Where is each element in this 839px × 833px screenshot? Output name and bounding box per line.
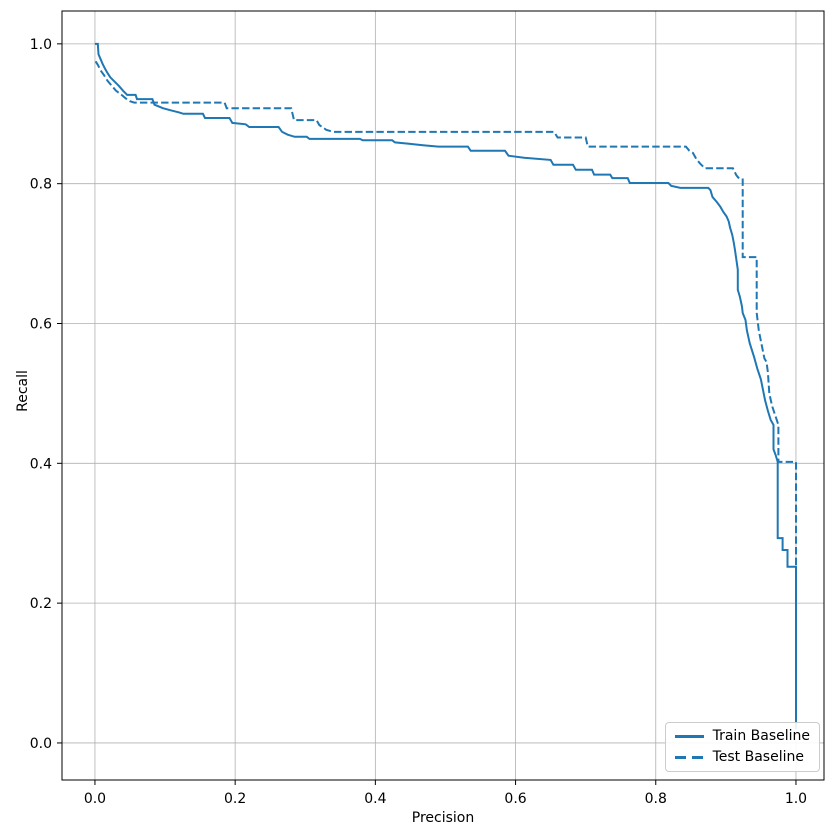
legend-label-train: Train Baseline (712, 728, 810, 744)
legend-entry-train: Train Baseline (674, 728, 810, 744)
legend: Train Baseline Test Baseline (664, 722, 820, 772)
x-tick-label: 0.6 (504, 791, 526, 807)
y-tick-label: 0.0 (30, 736, 52, 752)
x-tick-label: 0.4 (364, 791, 386, 807)
plot-frame (61, 10, 825, 781)
y-tick-label: 0.6 (30, 316, 52, 332)
y-tick-label: 0.8 (30, 177, 52, 193)
legend-label-test: Test Baseline (712, 749, 804, 765)
train-baseline-curve (94, 42, 797, 727)
train-line-sample (674, 734, 704, 738)
y-tick-label: 1.0 (30, 37, 52, 53)
x-tick-label: 0.8 (645, 791, 667, 807)
y-tick-label: 0.4 (30, 456, 52, 472)
x-tick-label: 0.0 (84, 791, 106, 807)
x-tick-label: 1.0 (785, 791, 807, 807)
test-line-sample (674, 755, 704, 759)
y-tick-label: 0.2 (30, 596, 52, 612)
y-axis-label: Recall (15, 370, 31, 412)
x-tick-label: 0.2 (224, 791, 246, 807)
x-axis-label: Precision (411, 810, 475, 826)
test-baseline-curve (94, 60, 797, 729)
legend-entry-test: Test Baseline (674, 749, 810, 765)
